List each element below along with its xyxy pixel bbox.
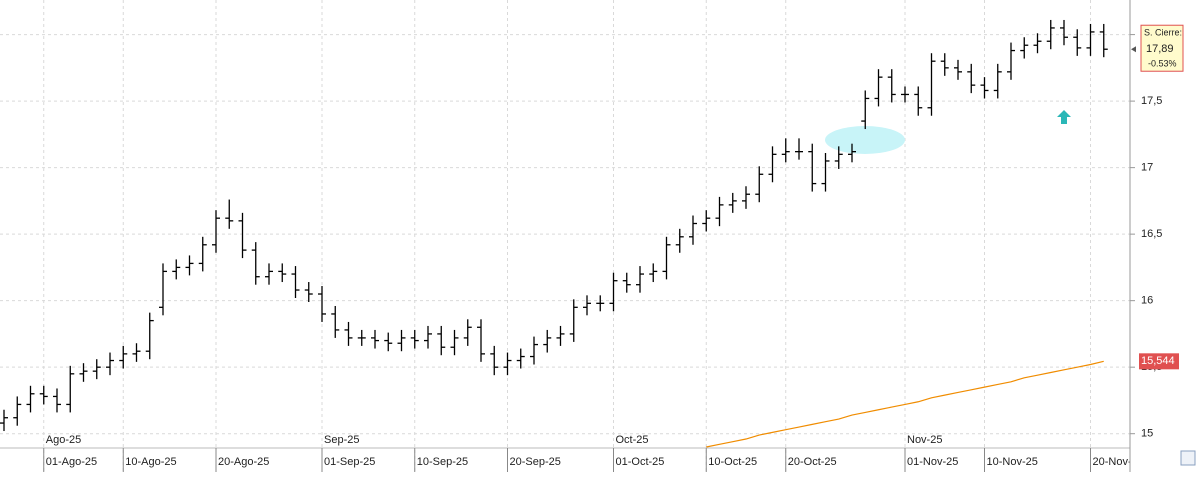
ma-last-value: 15,544 [1141,355,1175,367]
scroll-button[interactable] [1180,450,1196,466]
highlight-ellipse [825,126,905,154]
x-tick-label: 01-Oct-25 [616,456,665,468]
x-tick-label: 01-Ago-25 [46,456,97,468]
month-label: Sep-25 [324,434,359,446]
last-close-value: 17,89 [1146,43,1174,55]
x-tick-label: 20-Nov-25 [1093,456,1144,468]
x-axis: 01-Ago-25 10-Ago-25 20-Ago-25 01-Sep-25 10-S… [0,434,1144,472]
month-label: Nov-25 [907,434,942,446]
x-tick-label: 10-Sep-25 [417,456,468,468]
x-tick-label: 10-Ago-25 [125,456,176,468]
x-tick-label: 20-Sep-25 [510,456,561,468]
x-tick-label: 10-Oct-25 [708,456,757,468]
x-tick-label: 20-Oct-25 [788,456,837,468]
x-tick-label: 20-Ago-25 [218,456,269,468]
month-label: Ago-25 [46,434,81,446]
y-tick-label: 16,5 [1141,228,1162,240]
plot-area [0,19,1108,448]
change-value: -0.53% [1148,59,1177,69]
last-close-title: S. Cierre: [1144,28,1182,38]
up-arrow [1057,110,1071,124]
y-tick-label: 17 [1141,162,1153,174]
x-tick-label: 01-Nov-25 [907,456,958,468]
ma-last-box [1139,353,1179,370]
y-tick-label: 16 [1141,295,1153,307]
grid [0,0,1130,472]
last-close-pointer [1131,46,1136,53]
x-tick-label: 01-Sep-25 [324,456,375,468]
moving-average-line [706,360,1104,448]
x-tick-label: 10-Nov-25 [987,456,1038,468]
y-tick-label: 17,5 [1141,95,1162,107]
last-close-box [1140,24,1184,72]
y-axis-panel [1130,0,1203,472]
month-label: Oct-25 [616,434,649,446]
y-tick-label: 15 [1141,428,1153,440]
